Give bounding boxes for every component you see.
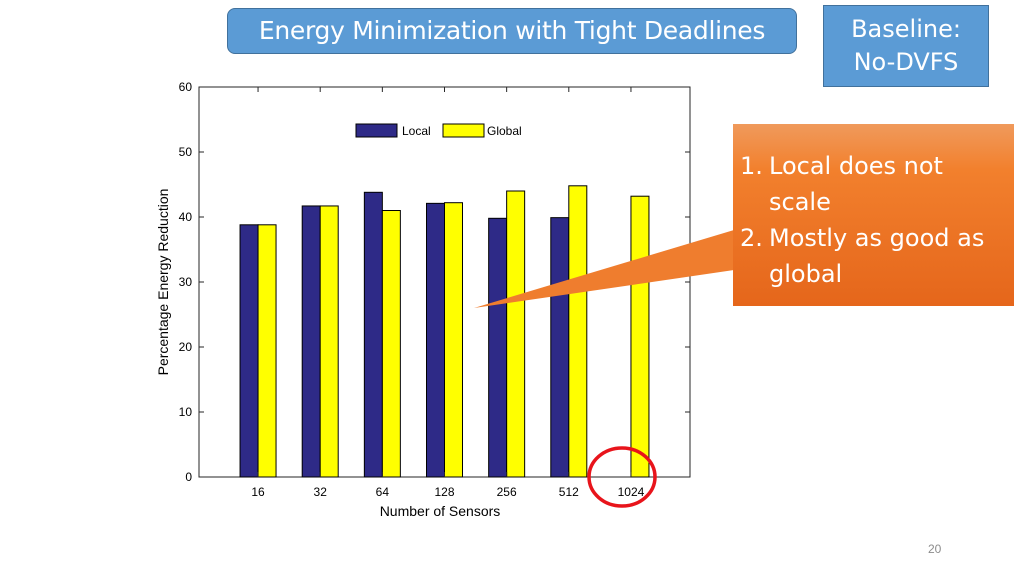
baseline-label: Baseline: No-DVFS bbox=[823, 5, 989, 87]
y-tick-label-50: 50 bbox=[179, 145, 193, 159]
bar-global-512 bbox=[568, 185, 588, 478]
y-tick-label-0: 0 bbox=[185, 470, 192, 484]
axes: 16 32 64 128 256 512 1024 0 10 20 30 40 50 60 bbox=[179, 80, 690, 499]
bar-local-256 bbox=[488, 217, 508, 478]
x-tick-label-1024: 1024 bbox=[618, 485, 645, 499]
baseline-label-line1: Baseline: bbox=[851, 15, 961, 43]
callout-item-2-text: Mostly as good as global bbox=[769, 224, 985, 288]
callout-item-1-text: Local does not scale bbox=[769, 152, 943, 216]
callout-list: 1. Local does not scale 2. Mostly as goo… bbox=[740, 148, 1002, 292]
legend-local-label: Local bbox=[402, 124, 431, 138]
highlight-circle bbox=[587, 446, 657, 508]
legend-local-swatch bbox=[355, 123, 398, 138]
x-tick-label-16: 16 bbox=[251, 485, 265, 499]
bar-global-32 bbox=[319, 205, 339, 478]
y-tick-label-10: 10 bbox=[179, 405, 193, 419]
bar-local-32 bbox=[301, 205, 321, 478]
bar-global-256 bbox=[506, 190, 526, 478]
callout-item-1-number: 1. bbox=[740, 152, 763, 180]
x-axis-label: Number of Sensors bbox=[380, 503, 501, 519]
x-tick-label-256: 256 bbox=[497, 485, 517, 499]
legend: Local Global bbox=[355, 123, 522, 138]
x-tick-label-64: 64 bbox=[376, 485, 390, 499]
legend-global-label: Global bbox=[487, 124, 522, 138]
bar-local-512 bbox=[550, 217, 570, 478]
y-tick-label-40: 40 bbox=[179, 210, 193, 224]
y-tick-label-20: 20 bbox=[179, 340, 193, 354]
bar-global-128 bbox=[444, 202, 463, 478]
x-tick-label-512: 512 bbox=[559, 485, 579, 499]
bar-global-1024 bbox=[630, 195, 650, 478]
callout-box bbox=[733, 124, 1014, 306]
y-tick-label-30: 30 bbox=[179, 275, 193, 289]
y-tick-label-60: 60 bbox=[179, 80, 193, 94]
y-axis-label: Percentage Energy Reduction bbox=[155, 189, 171, 376]
x-tick-label-128: 128 bbox=[434, 485, 454, 499]
callout-item-2: 2. Mostly as good as global bbox=[740, 220, 1002, 292]
bar-local-16 bbox=[239, 224, 259, 478]
callout-pointer bbox=[474, 230, 734, 308]
legend-global-swatch bbox=[442, 123, 485, 138]
bar-global-16 bbox=[257, 224, 277, 478]
bar-local-64 bbox=[363, 191, 383, 478]
bars bbox=[239, 185, 650, 478]
bar-global-64 bbox=[381, 210, 401, 478]
slide-title: Energy Minimization with Tight Deadlines bbox=[227, 8, 797, 54]
callout-item-1: 1. Local does not scale bbox=[740, 148, 1002, 220]
callout-item-2-number: 2. bbox=[740, 224, 763, 252]
baseline-label-line2: No-DVFS bbox=[853, 48, 959, 76]
bar-local-128 bbox=[426, 202, 445, 478]
x-tick-label-32: 32 bbox=[314, 485, 328, 499]
page-number: 20 bbox=[928, 542, 942, 556]
